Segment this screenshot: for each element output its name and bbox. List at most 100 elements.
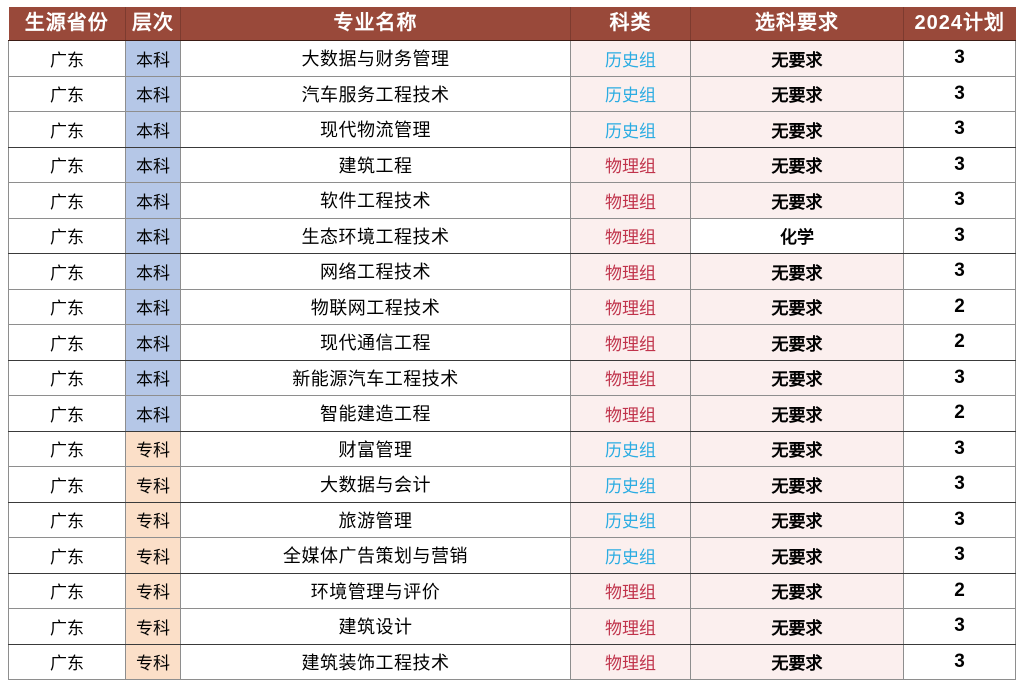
cell-province: 广东 — [8, 289, 126, 325]
column-header-level: 层次 — [125, 7, 181, 41]
cell-plan-count: 3 — [903, 502, 1016, 538]
column-header-plan: 2024计划 — [903, 7, 1016, 41]
cell-level: 本科 — [125, 360, 181, 396]
cell-subject: 物理组 — [570, 608, 691, 645]
cell-level: 专科 — [125, 573, 181, 609]
cell-requirement: 无要求 — [690, 431, 904, 467]
cell-level: 专科 — [125, 608, 181, 645]
table-row[interactable]: 广东 本科 现代物流管理 历史组 无要求 3 — [8, 111, 1016, 148]
cell-requirement: 无要求 — [690, 324, 904, 361]
cell-plan-count: 3 — [903, 644, 1016, 680]
cell-requirement: 无要求 — [690, 76, 904, 112]
cell-level: 本科 — [125, 218, 181, 254]
cell-requirement: 无要求 — [690, 466, 904, 503]
table-row[interactable]: 广东 本科 建筑工程 物理组 无要求 3 — [8, 147, 1016, 183]
cell-requirement: 无要求 — [690, 644, 904, 680]
cell-plan-count: 3 — [903, 182, 1016, 219]
cell-major-name: 建筑装饰工程技术 — [180, 644, 571, 680]
cell-plan-count: 3 — [903, 40, 1016, 77]
cell-requirement: 无要求 — [690, 395, 904, 432]
column-header-requirement: 选科要求 — [690, 7, 904, 41]
table-row[interactable]: 广东 专科 建筑设计 物理组 无要求 3 — [8, 608, 1016, 645]
cell-requirement: 无要求 — [690, 40, 904, 77]
table-row[interactable]: 广东 本科 网络工程技术 物理组 无要求 3 — [8, 253, 1016, 290]
cell-requirement: 无要求 — [690, 573, 904, 609]
table-row[interactable]: 广东 专科 旅游管理 历史组 无要求 3 — [8, 502, 1016, 538]
cell-level: 本科 — [125, 324, 181, 361]
cell-major-name: 建筑工程 — [180, 147, 571, 183]
cell-province: 广东 — [8, 431, 126, 467]
cell-plan-count: 3 — [903, 76, 1016, 112]
cell-subject: 历史组 — [570, 502, 691, 538]
cell-level: 本科 — [125, 395, 181, 432]
table-row[interactable]: 广东 本科 物联网工程技术 物理组 无要求 2 — [8, 289, 1016, 325]
cell-plan-count: 2 — [903, 573, 1016, 609]
cell-major-name: 软件工程技术 — [180, 182, 571, 219]
table-row[interactable]: 广东 专科 环境管理与评价 物理组 无要求 2 — [8, 573, 1016, 609]
cell-major-name: 生态环境工程技术 — [180, 218, 571, 254]
cell-level: 专科 — [125, 502, 181, 538]
table-row[interactable]: 广东 专科 大数据与会计 历史组 无要求 3 — [8, 466, 1016, 503]
table-row[interactable]: 广东 本科 现代通信工程 物理组 无要求 2 — [8, 324, 1016, 361]
cell-plan-count: 3 — [903, 537, 1016, 574]
cell-level: 本科 — [125, 76, 181, 112]
cell-subject: 历史组 — [570, 76, 691, 112]
cell-plan-count: 2 — [903, 289, 1016, 325]
cell-level: 专科 — [125, 431, 181, 467]
cell-plan-count: 3 — [903, 608, 1016, 645]
cell-major-name: 旅游管理 — [180, 502, 571, 538]
table-row[interactable]: 广东 本科 新能源汽车工程技术 物理组 无要求 3 — [8, 360, 1016, 396]
cell-major-name: 大数据与会计 — [180, 466, 571, 503]
cell-plan-count: 3 — [903, 360, 1016, 396]
table-row[interactable]: 广东 本科 汽车服务工程技术 历史组 无要求 3 — [8, 76, 1016, 112]
cell-plan-count: 3 — [903, 147, 1016, 183]
cell-major-name: 物联网工程技术 — [180, 289, 571, 325]
admission-plan-table: 生源省份 层次 专业名称 科类 选科要求 2024计划 广东 本科 大数据与财务管理… — [8, 7, 1016, 680]
cell-subject: 物理组 — [570, 324, 691, 361]
cell-province: 广东 — [8, 573, 126, 609]
cell-requirement: 无要求 — [690, 111, 904, 148]
cell-major-name: 环境管理与评价 — [180, 573, 571, 609]
table-row[interactable]: 广东 本科 智能建造工程 物理组 无要求 2 — [8, 395, 1016, 432]
table-row[interactable]: 广东 专科 全媒体广告策划与营销 历史组 无要求 3 — [8, 537, 1016, 574]
table-row[interactable]: 广东 本科 生态环境工程技术 物理组 化学 3 — [8, 218, 1016, 254]
table-body: 广东 本科 大数据与财务管理 历史组 无要求 3 广东 本科 汽车服务工程技术 历史组 无要求 3 广东… — [8, 40, 1016, 680]
cell-province: 广东 — [8, 395, 126, 432]
cell-province: 广东 — [8, 324, 126, 361]
table-row[interactable]: 广东 专科 财富管理 历史组 无要求 3 — [8, 431, 1016, 467]
cell-province: 广东 — [8, 76, 126, 112]
cell-subject: 历史组 — [570, 40, 691, 77]
admission-plan-table-container: 生源省份 层次 专业名称 科类 选科要求 2024计划 广东 本科 大数据与财务管理… — [8, 7, 1016, 680]
cell-level: 本科 — [125, 182, 181, 219]
cell-major-name: 智能建造工程 — [180, 395, 571, 432]
cell-level: 专科 — [125, 466, 181, 503]
cell-plan-count: 2 — [903, 324, 1016, 361]
cell-major-name: 建筑设计 — [180, 608, 571, 645]
column-header-major: 专业名称 — [180, 7, 571, 41]
cell-subject: 物理组 — [570, 253, 691, 290]
table-row[interactable]: 广东 专科 建筑装饰工程技术 物理组 无要求 3 — [8, 644, 1016, 680]
cell-subject: 物理组 — [570, 289, 691, 325]
table-header: 生源省份 层次 专业名称 科类 选科要求 2024计划 — [8, 7, 1016, 41]
cell-major-name: 现代物流管理 — [180, 111, 571, 148]
cell-major-name: 网络工程技术 — [180, 253, 571, 290]
cell-requirement: 无要求 — [690, 360, 904, 396]
table-row[interactable]: 广东 本科 软件工程技术 物理组 无要求 3 — [8, 182, 1016, 219]
cell-province: 广东 — [8, 502, 126, 538]
cell-level: 专科 — [125, 537, 181, 574]
cell-major-name: 全媒体广告策划与营销 — [180, 537, 571, 574]
cell-subject: 物理组 — [570, 395, 691, 432]
cell-requirement: 无要求 — [690, 253, 904, 290]
cell-province: 广东 — [8, 147, 126, 183]
cell-requirement: 无要求 — [690, 147, 904, 183]
table-row[interactable]: 广东 本科 大数据与财务管理 历史组 无要求 3 — [8, 40, 1016, 77]
cell-province: 广东 — [8, 40, 126, 77]
cell-major-name: 汽车服务工程技术 — [180, 76, 571, 112]
cell-subject: 物理组 — [570, 644, 691, 680]
cell-province: 广东 — [8, 218, 126, 254]
cell-plan-count: 2 — [903, 395, 1016, 432]
cell-subject: 历史组 — [570, 537, 691, 574]
cell-subject: 历史组 — [570, 111, 691, 148]
cell-province: 广东 — [8, 111, 126, 148]
cell-province: 广东 — [8, 253, 126, 290]
